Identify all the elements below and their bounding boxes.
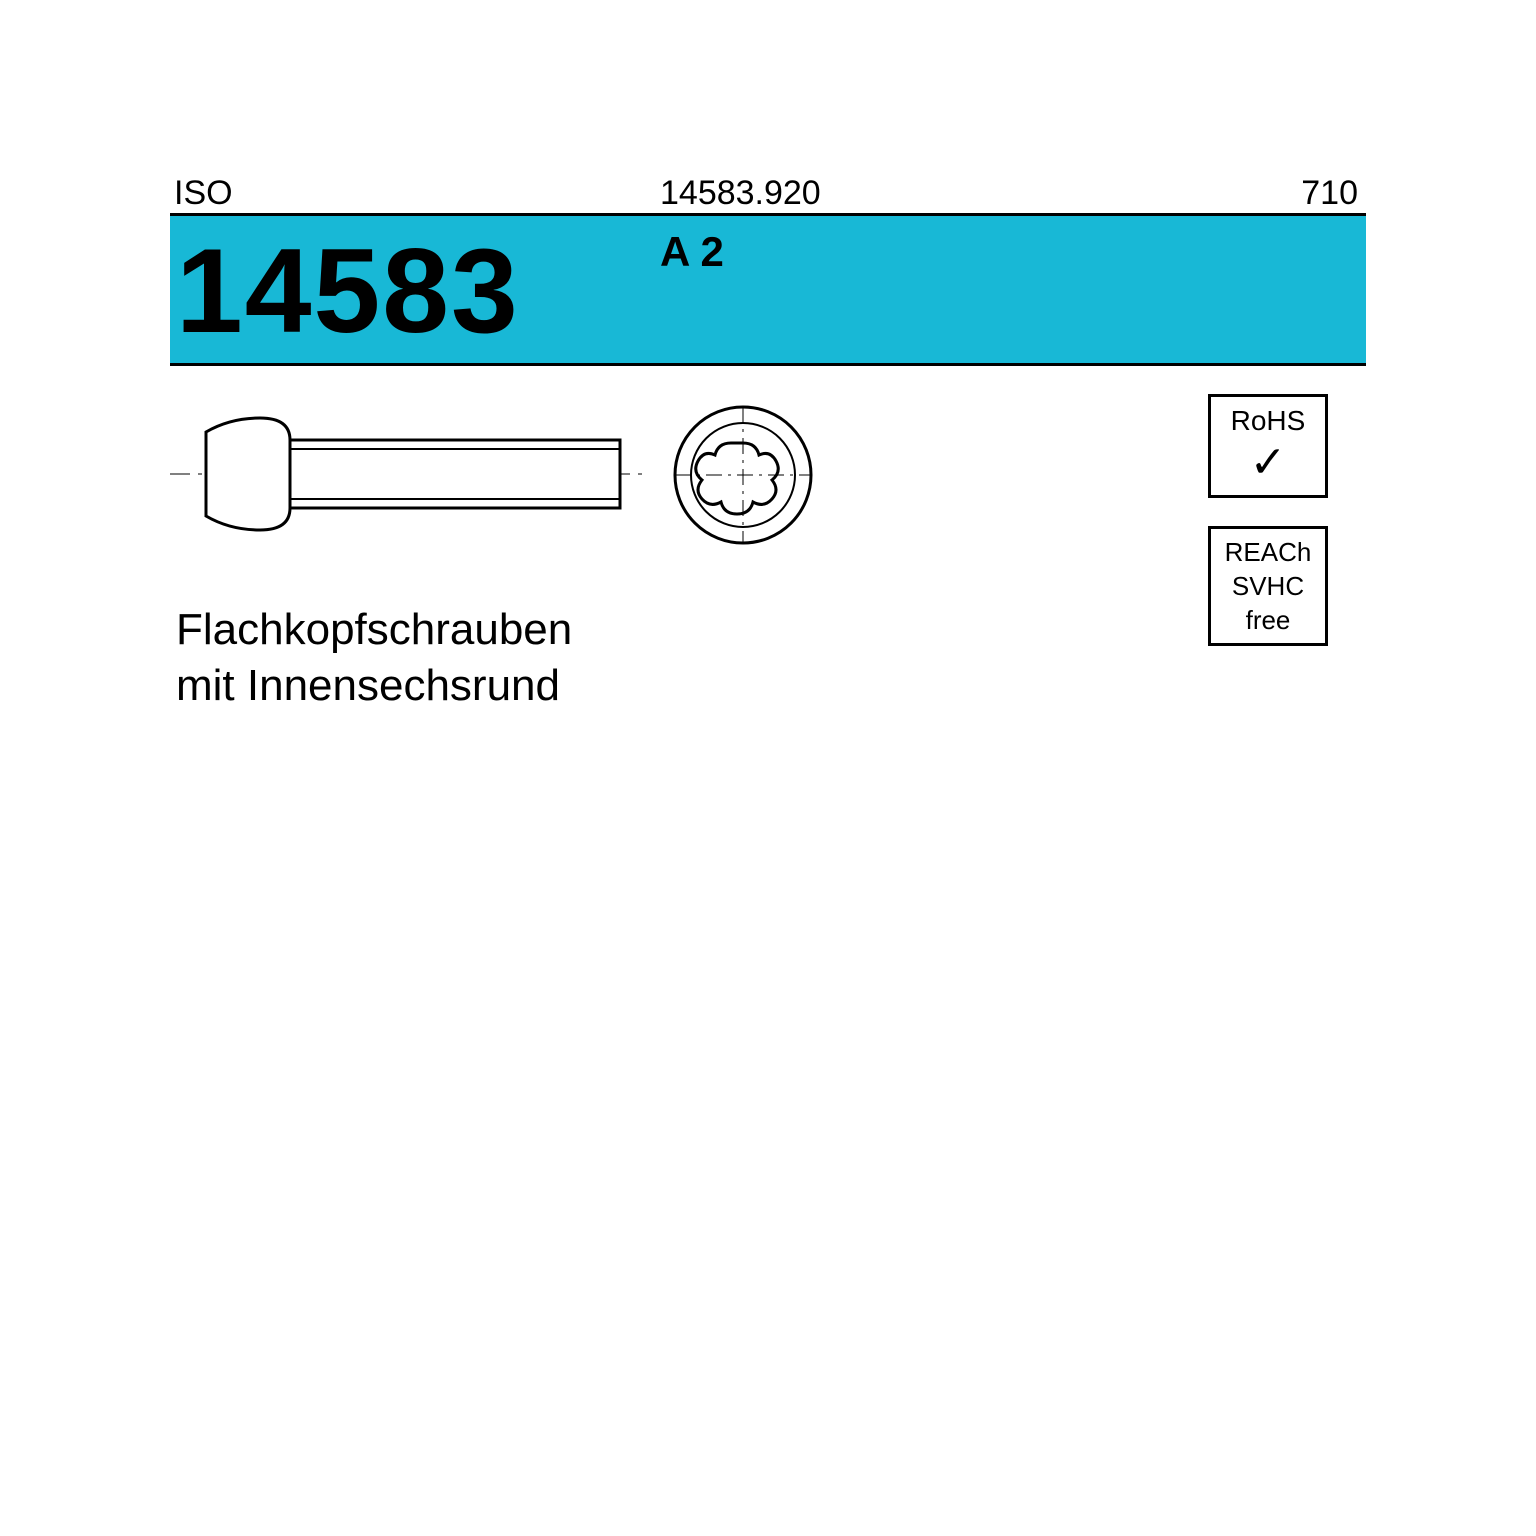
reach-line2: SVHC <box>1211 569 1325 603</box>
standard-number: 14583 <box>170 216 660 363</box>
header-row: ISO 14583.920 710 <box>170 170 1366 216</box>
material-grade: A 2 <box>660 216 724 363</box>
header-right: 710 <box>1220 170 1366 213</box>
header-code: 14583.920 <box>660 170 1220 213</box>
rohs-label: RoHS <box>1211 405 1325 437</box>
torx-head-icon <box>670 402 816 548</box>
screw-side-icon <box>170 404 650 544</box>
check-icon: ✓ <box>1211 437 1325 489</box>
illustration-area: RoHS ✓ REACh SVHC free <box>170 366 1366 586</box>
reach-line1: REACh <box>1211 535 1325 569</box>
desc-line1: Flachkopfschrauben <box>176 602 572 658</box>
desc-line2: mit Innensechsrund <box>176 658 572 714</box>
color-band: 14583 A 2 <box>170 216 1366 366</box>
reach-line3: free <box>1211 603 1325 637</box>
description-text: Flachkopfschrauben mit Innensechsrund <box>176 602 572 714</box>
reach-badge: REACh SVHC free <box>1208 526 1328 646</box>
label-canvas: ISO 14583.920 710 14583 A 2 RoHS ✓ <box>170 170 1366 1366</box>
header-iso: ISO <box>170 170 660 213</box>
rohs-badge: RoHS ✓ <box>1208 394 1328 498</box>
